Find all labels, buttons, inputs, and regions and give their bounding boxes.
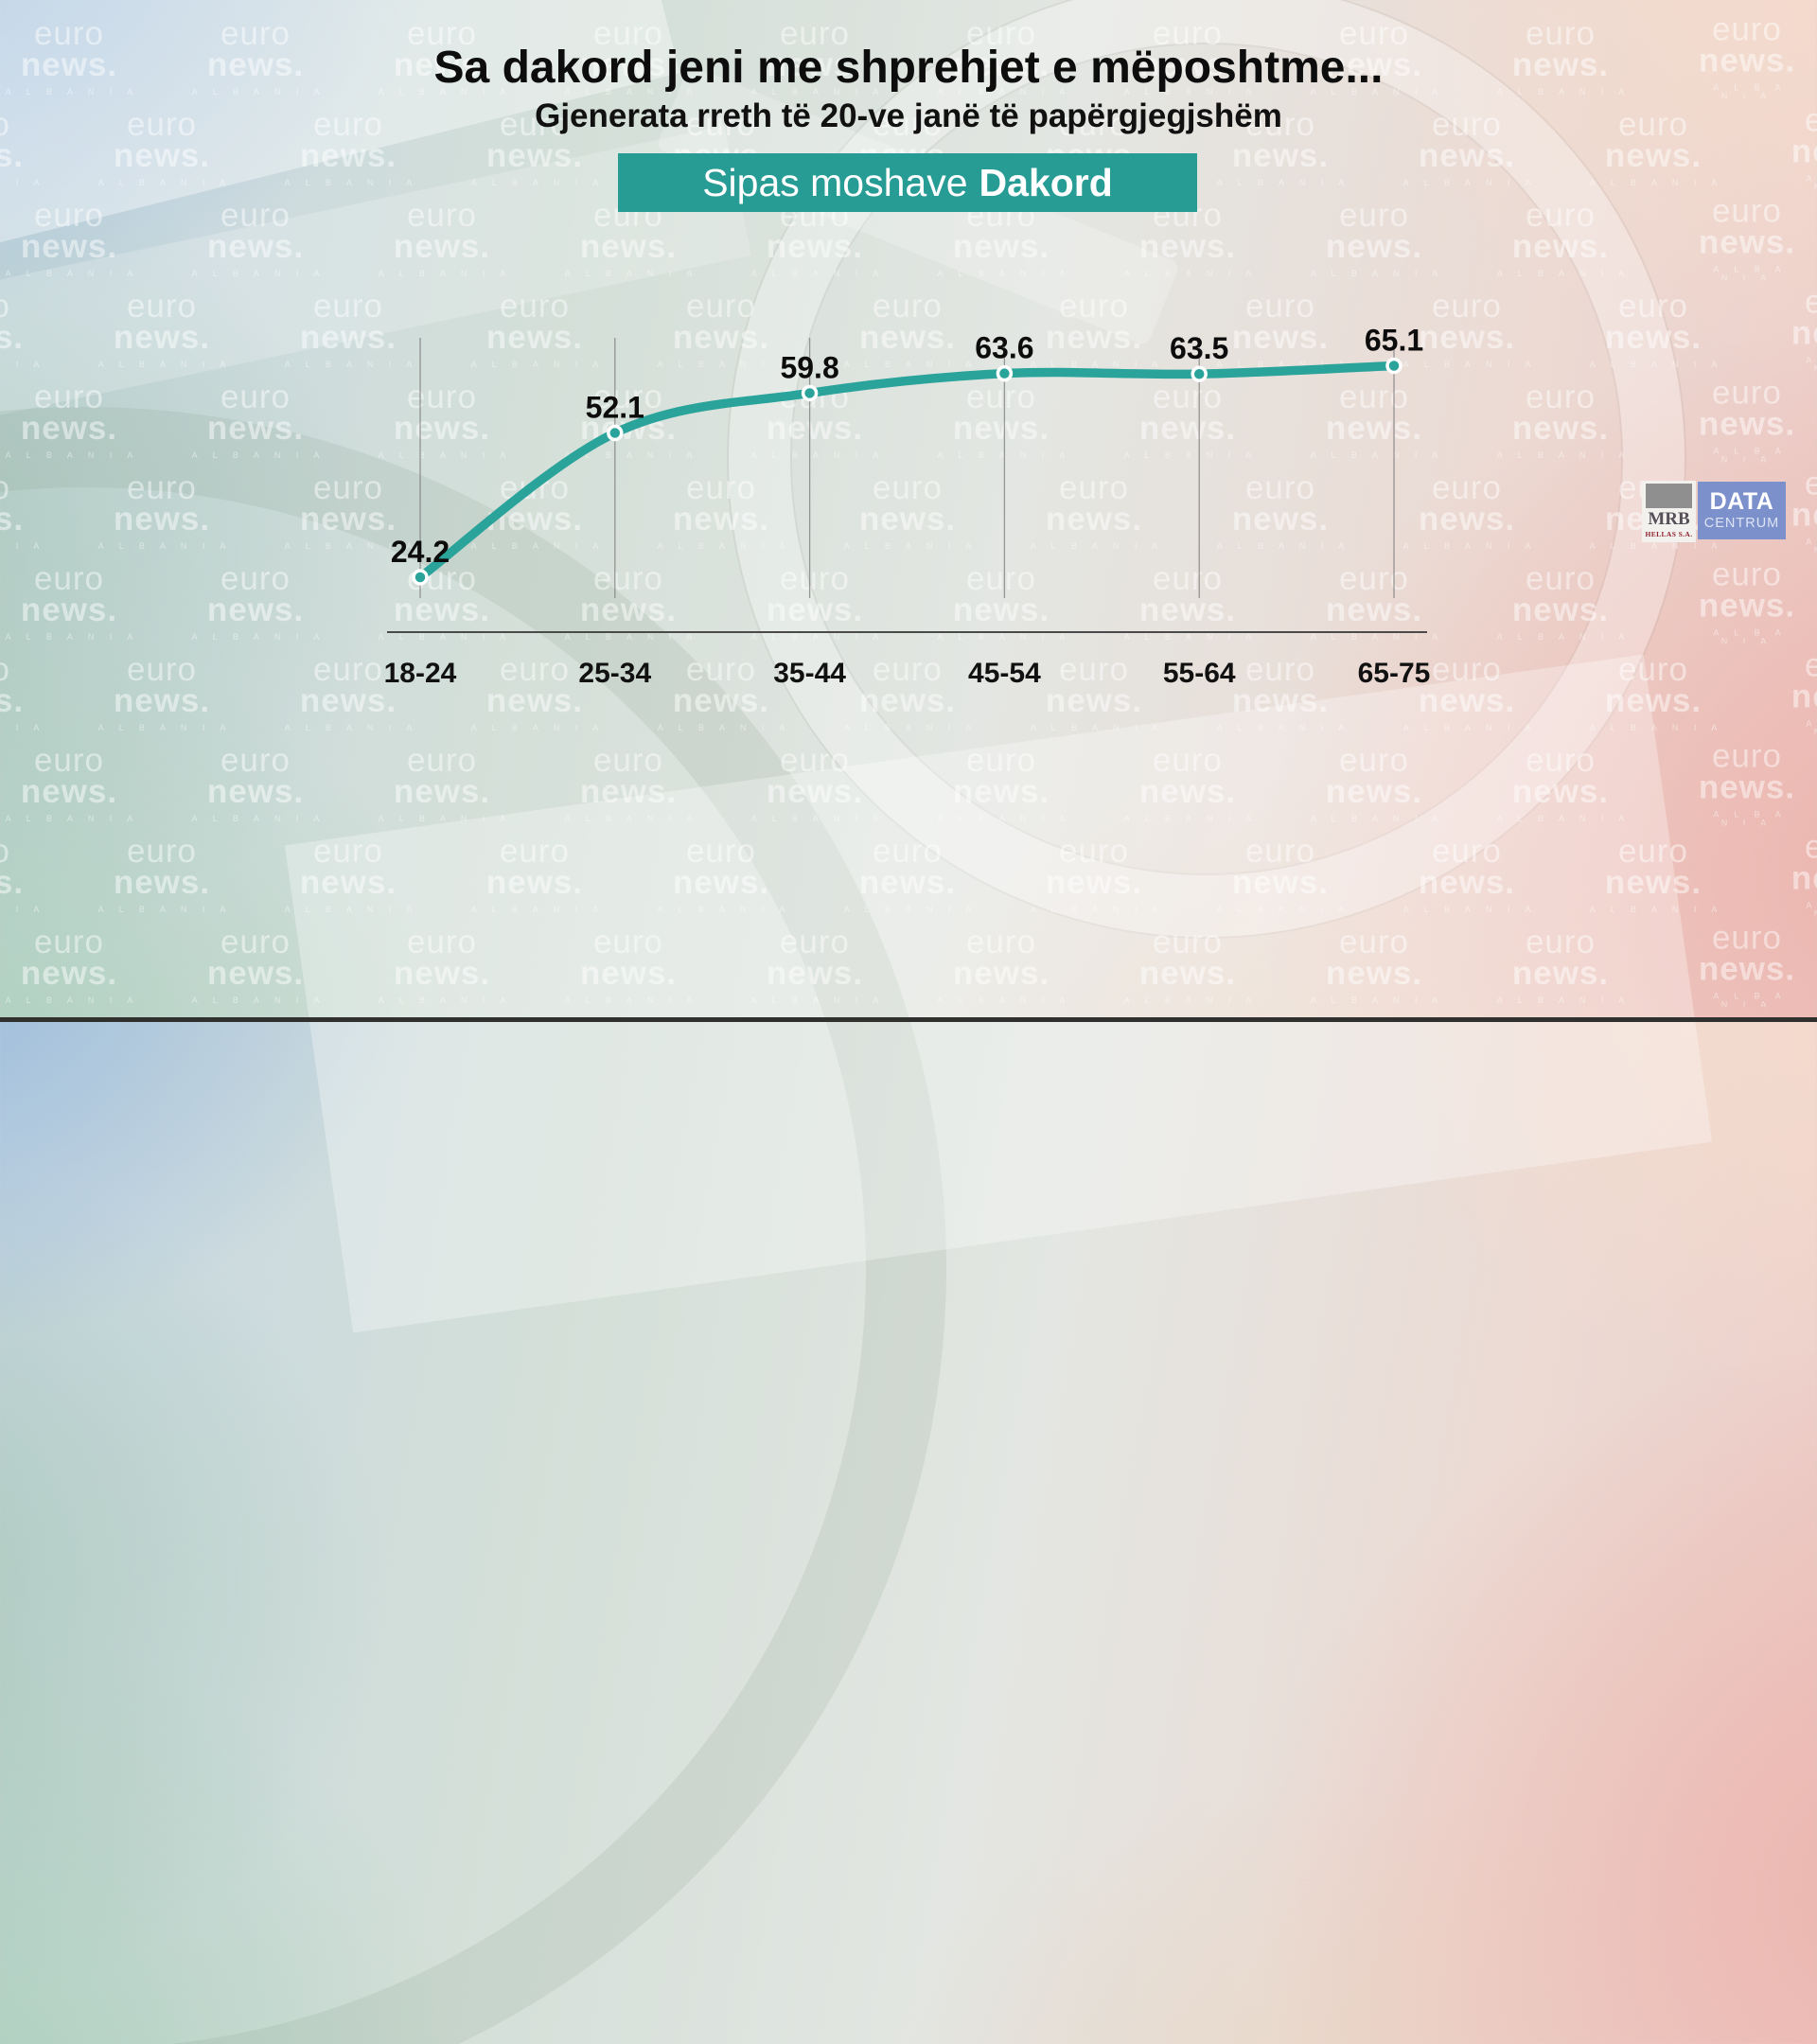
- data-centrum-logo: DATA CENTRUM: [1698, 482, 1786, 539]
- line-chart: 24.2 52.1 59.8 63.6 63.5 65.1 18-24 25-34 35-44 4…: [384, 323, 1431, 689]
- data-label: 65.1: [1365, 323, 1423, 357]
- data-point: [412, 569, 429, 586]
- data-centrum-logo-centrum-text: CENTRUM: [1703, 516, 1780, 532]
- bottom-edge-strip: [0, 1017, 1817, 1022]
- mrb-logo-text: MRB: [1648, 509, 1690, 529]
- x-tick-label: 65-75: [1358, 658, 1431, 689]
- source-logo: MRB HELLAS S.A. DATA CENTRUM: [1642, 481, 1786, 542]
- data-label: 63.5: [1170, 331, 1228, 365]
- category-banner: Sipas moshave Dakord: [618, 153, 1197, 212]
- chart-title: Sa dakord jeni me shprehjet e mëposhtme.…: [433, 43, 1384, 93]
- banner-series-label: Dakord: [979, 160, 1113, 204]
- banner-prefix-label: Sipas moshave: [702, 160, 968, 204]
- data-label: 52.1: [586, 391, 644, 425]
- x-tick-label: 45-54: [968, 658, 1041, 689]
- data-point: [607, 424, 624, 442]
- mrb-logo-subtext: HELLAS S.A.: [1645, 530, 1693, 538]
- x-tick-label: 55-64: [1163, 658, 1236, 689]
- data-label: 24.2: [391, 535, 450, 569]
- data-point: [1191, 365, 1208, 382]
- x-tick-label: 35-44: [773, 658, 846, 689]
- x-tick-label: 25-34: [578, 658, 651, 689]
- data-label: 59.8: [780, 350, 838, 384]
- mrb-logo-mark: [1646, 484, 1692, 508]
- data-point: [801, 384, 819, 402]
- trend-line: [415, 361, 1399, 582]
- data-point: [1385, 357, 1402, 375]
- data-point: [996, 364, 1014, 382]
- data-label: 63.6: [975, 331, 1033, 365]
- x-tick-label: 18-24: [384, 658, 457, 689]
- data-centrum-logo-data-text: DATA: [1709, 488, 1774, 516]
- mrb-hellas-logo: MRB HELLAS S.A.: [1642, 481, 1696, 542]
- chart-subtitle: Gjenerata rreth të 20-ve janë të papërgj…: [535, 97, 1282, 134]
